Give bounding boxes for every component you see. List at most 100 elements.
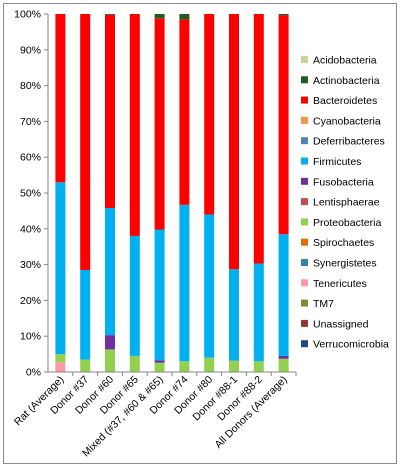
bar-segment-bacteroidetes (179, 19, 190, 205)
bar-segment-proteobacteria (154, 362, 165, 372)
legend-item: Fusobacteria (301, 176, 374, 188)
legend-label: Spirochaetes (313, 237, 374, 249)
legend-swatch (301, 299, 308, 307)
bar-segment-proteobacteria (253, 361, 264, 372)
legend-item: Deferribacteres (301, 136, 385, 148)
legend-swatch (301, 137, 308, 145)
bar-stack (129, 14, 140, 372)
bar-segment-bacteroidetes (204, 14, 215, 215)
legend-swatch (301, 238, 308, 246)
bar-segment-bacteroidetes (80, 14, 91, 270)
bar-stack (278, 14, 289, 372)
legend-label: Firmicutes (313, 156, 361, 168)
y-tick-label: 40% (20, 223, 41, 235)
bar-segment-actinobacteria (105, 14, 115, 15)
bar-segment-tenericutes (55, 362, 66, 372)
legend-label: Fusobacteria (313, 176, 374, 188)
legend: Acidobacteria Actinobacteria Bacteroidetes… (301, 55, 389, 351)
legend-label: Actinobacteria (313, 75, 380, 87)
bar-segment-proteobacteria (55, 354, 66, 363)
bar-segment-proteobacteria (278, 358, 289, 372)
legend-swatch (301, 279, 308, 287)
legend-item: Firmicutes (301, 156, 361, 168)
legend-swatch (301, 340, 308, 348)
bar-segment-fusobacteria (154, 360, 165, 363)
bar-stack (154, 14, 165, 372)
bar-segment-bacteroidetes (253, 14, 264, 264)
bar-segment-firmicutes (253, 263, 264, 362)
y-tick-label: 20% (20, 295, 41, 307)
y-tick-label: 70% (20, 116, 41, 128)
legend-swatch (301, 218, 308, 226)
bar-segment-bacteroidetes (105, 14, 115, 209)
bar-segment-firmicutes (179, 204, 190, 362)
bar-segment-bacteroidetes (229, 14, 239, 270)
legend-label: Acidobacteria (313, 55, 377, 67)
legend-item: Lentisphaerae (301, 197, 380, 209)
legend-label: Cyanobacteria (313, 115, 381, 127)
y-tick-label: 30% (20, 259, 41, 271)
bar-segment-proteobacteria (105, 349, 115, 372)
legend-item: Synergistetes (301, 258, 377, 270)
bar-segment-proteobacteria (179, 361, 190, 372)
bar-segment-proteobacteria (229, 360, 239, 372)
bar-segment-bacteroidetes (278, 15, 289, 235)
bar-segment-firmicutes (229, 269, 239, 361)
bar-segment-bacteroidetes (55, 14, 66, 183)
legend-item: Acidobacteria (301, 55, 377, 67)
legend-swatch (301, 96, 308, 104)
bar-stack (80, 14, 91, 372)
legend-item: Spirochaetes (301, 237, 374, 249)
legend-label: Tenericutes (313, 278, 367, 290)
bar-stack (253, 14, 264, 372)
legend-item: TM7 (301, 298, 334, 310)
bar-segment-firmicutes (80, 269, 91, 360)
legend-item: Verrucomicrobia (301, 339, 389, 351)
legend-label: Deferribacteres (313, 136, 385, 148)
legend-swatch (301, 259, 308, 266)
legend-label: Synergistetes (313, 258, 377, 270)
legend-item: Cyanobacteria (301, 115, 381, 127)
legend-label: Lentisphaerae (313, 197, 380, 209)
legend-swatch (301, 198, 308, 206)
legend-label: Unassigned (313, 318, 369, 330)
bar-segment-proteobacteria (80, 359, 91, 372)
bar-segment-bacteroidetes (129, 14, 140, 236)
y-tick-label: 10% (20, 331, 41, 343)
legend-swatch (301, 116, 308, 124)
legend-item: Unassigned (301, 318, 369, 330)
legend-label: Proteobacteria (313, 217, 381, 229)
bar-segment-firmicutes (105, 208, 115, 336)
bar-segment-firmicutes (278, 234, 289, 356)
y-tick-label: 60% (20, 152, 41, 164)
y-tick-label: 80% (20, 80, 41, 92)
y-tick-label: 100% (14, 9, 41, 21)
bar-segment-bacteroidetes (154, 18, 165, 230)
bar-segment-firmicutes (204, 214, 215, 358)
legend-label: Bacteroidetes (313, 95, 377, 107)
bar-segment-fusobacteria (278, 355, 289, 359)
legend-label: TM7 (313, 298, 334, 310)
chart-frame: 0% 10% 20% 30% 40% 50% 60% 70% 80% 90% 100% Rat (A… (3, 3, 397, 464)
bar-segment-actinobacteria (278, 14, 289, 16)
bar-segment-fusobacteria (105, 335, 115, 350)
bar-stack (105, 14, 115, 372)
legend-swatch (301, 56, 308, 63)
bar-segment-proteobacteria (129, 355, 140, 372)
legend-item: Proteobacteria (301, 217, 381, 229)
bar-stack (55, 14, 66, 372)
legend-swatch (301, 319, 308, 327)
legend-item: Bacteroidetes (301, 95, 377, 107)
bar-stack (229, 14, 239, 372)
bar-segment-firmicutes (129, 235, 140, 356)
bar-stack (179, 14, 190, 372)
bar-segment-firmicutes (55, 182, 66, 355)
legend-swatch (301, 177, 308, 185)
y-tick-label: 90% (20, 44, 41, 56)
stacked-bar-chart: 0% 10% 20% 30% 40% 50% 60% 70% 80% 90% 100% Rat (A… (12, 9, 389, 460)
bars (55, 14, 289, 372)
bar-segment-proteobacteria (204, 357, 215, 372)
bar-segment-actinobacteria (154, 14, 165, 19)
y-tick-label: 50% (20, 188, 41, 200)
legend-swatch (301, 157, 308, 165)
